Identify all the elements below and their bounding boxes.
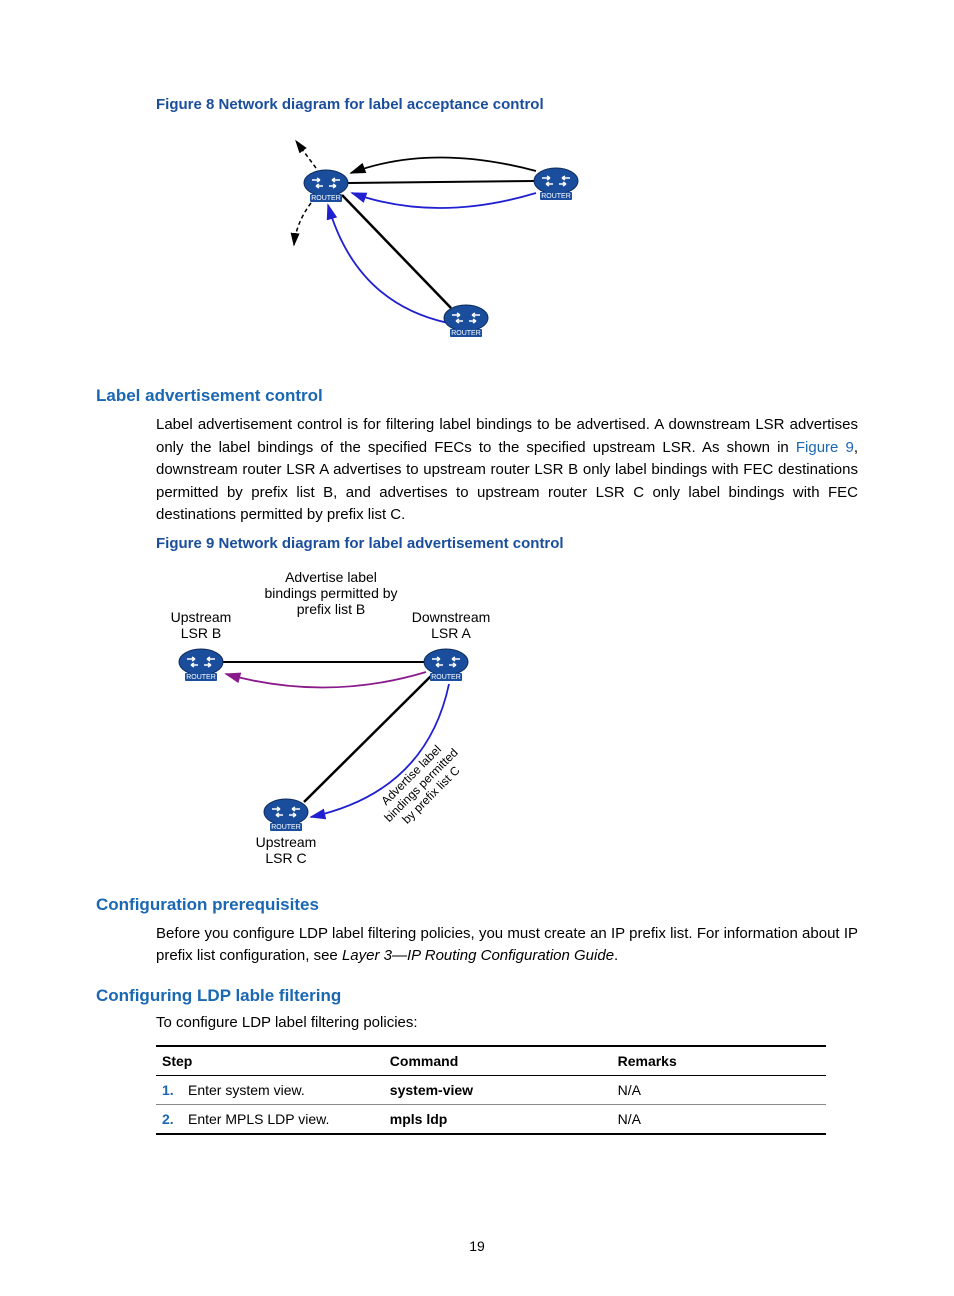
step-num: 1. bbox=[162, 1082, 188, 1098]
fig9-lsra-l2: LSR A bbox=[431, 625, 471, 641]
th-remarks: Remarks bbox=[612, 1046, 826, 1076]
heading-configuring-ldp: Configuring LDP lable filtering bbox=[96, 986, 858, 1006]
table-row: 2.Enter MPLS LDP view. mpls ldpN/A bbox=[156, 1104, 826, 1134]
steps-table: Step Command Remarks 1.Enter system view… bbox=[156, 1045, 826, 1135]
fig9-label-top1: Advertise label bbox=[285, 569, 377, 585]
figure9-svg: Advertise label bindings permitted by pr… bbox=[156, 562, 536, 872]
fig9-label-top2: bindings permitted by bbox=[264, 585, 397, 601]
svg-text:ROUTER: ROUTER bbox=[271, 824, 301, 831]
step-remarks: N/A bbox=[612, 1075, 826, 1104]
figure8-diagram: ROUTER ROUTER ROUTER bbox=[256, 123, 858, 368]
step-command: mpls ldp bbox=[384, 1104, 612, 1134]
para-prereq-b: . bbox=[614, 947, 618, 964]
svg-text:ROUTER: ROUTER bbox=[541, 193, 571, 200]
router-icon: ROUTER bbox=[304, 170, 348, 202]
figure9-diagram: Advertise label bindings permitted by pr… bbox=[156, 562, 858, 877]
table-row: 1.Enter system view. system-viewN/A bbox=[156, 1075, 826, 1104]
step-desc: Enter MPLS LDP view. bbox=[188, 1111, 329, 1127]
heading-label-advertisement-control: Label advertisement control bbox=[96, 386, 858, 406]
fig9-lsrc-l1: Upstream bbox=[256, 834, 317, 850]
fig9-lsrb-l2: LSR B bbox=[181, 625, 221, 641]
router-icon: ROUTER bbox=[444, 305, 488, 337]
router-icon: ROUTER bbox=[534, 168, 578, 200]
figure9-caption: Figure 9 Network diagram for label adver… bbox=[156, 535, 858, 552]
router-icon: ROUTER bbox=[264, 799, 308, 831]
step-command: system-view bbox=[384, 1075, 612, 1104]
para-lac-a: Label advertisement control is for filte… bbox=[156, 416, 858, 456]
step-num: 2. bbox=[162, 1111, 188, 1127]
svg-text:ROUTER: ROUTER bbox=[186, 674, 216, 681]
heading-config-prereq: Configuration prerequisites bbox=[96, 895, 858, 915]
svg-text:ROUTER: ROUTER bbox=[431, 674, 461, 681]
figure8-svg: ROUTER ROUTER ROUTER bbox=[256, 123, 596, 363]
figure8-caption: Figure 8 Network diagram for label accep… bbox=[156, 96, 858, 113]
fig9-lsra-l1: Downstream bbox=[412, 609, 491, 625]
router-icon: ROUTER bbox=[179, 649, 223, 681]
para-prereq: Before you configure LDP label filtering… bbox=[156, 923, 858, 968]
fig9-lsrb-l1: Upstream bbox=[171, 609, 232, 625]
page: Figure 8 Network diagram for label accep… bbox=[0, 0, 954, 1296]
fig9-label-top3: prefix list B bbox=[297, 601, 365, 617]
figure9-link[interactable]: Figure 9 bbox=[796, 439, 854, 456]
cfg-intro: To configure LDP label filtering policie… bbox=[156, 1014, 858, 1031]
step-remarks: N/A bbox=[612, 1104, 826, 1134]
fig9-lsrc-l2: LSR C bbox=[265, 850, 306, 866]
page-number: 19 bbox=[0, 1238, 954, 1254]
router-icon: ROUTER bbox=[424, 649, 468, 681]
para-prereq-italic: Layer 3—IP Routing Configuration Guide bbox=[342, 947, 614, 964]
step-desc: Enter system view. bbox=[188, 1082, 305, 1098]
th-command: Command bbox=[384, 1046, 612, 1076]
th-step: Step bbox=[156, 1046, 384, 1076]
para-lac: Label advertisement control is for filte… bbox=[156, 414, 858, 527]
svg-text:ROUTER: ROUTER bbox=[451, 330, 481, 337]
svg-text:ROUTER: ROUTER bbox=[311, 195, 341, 202]
